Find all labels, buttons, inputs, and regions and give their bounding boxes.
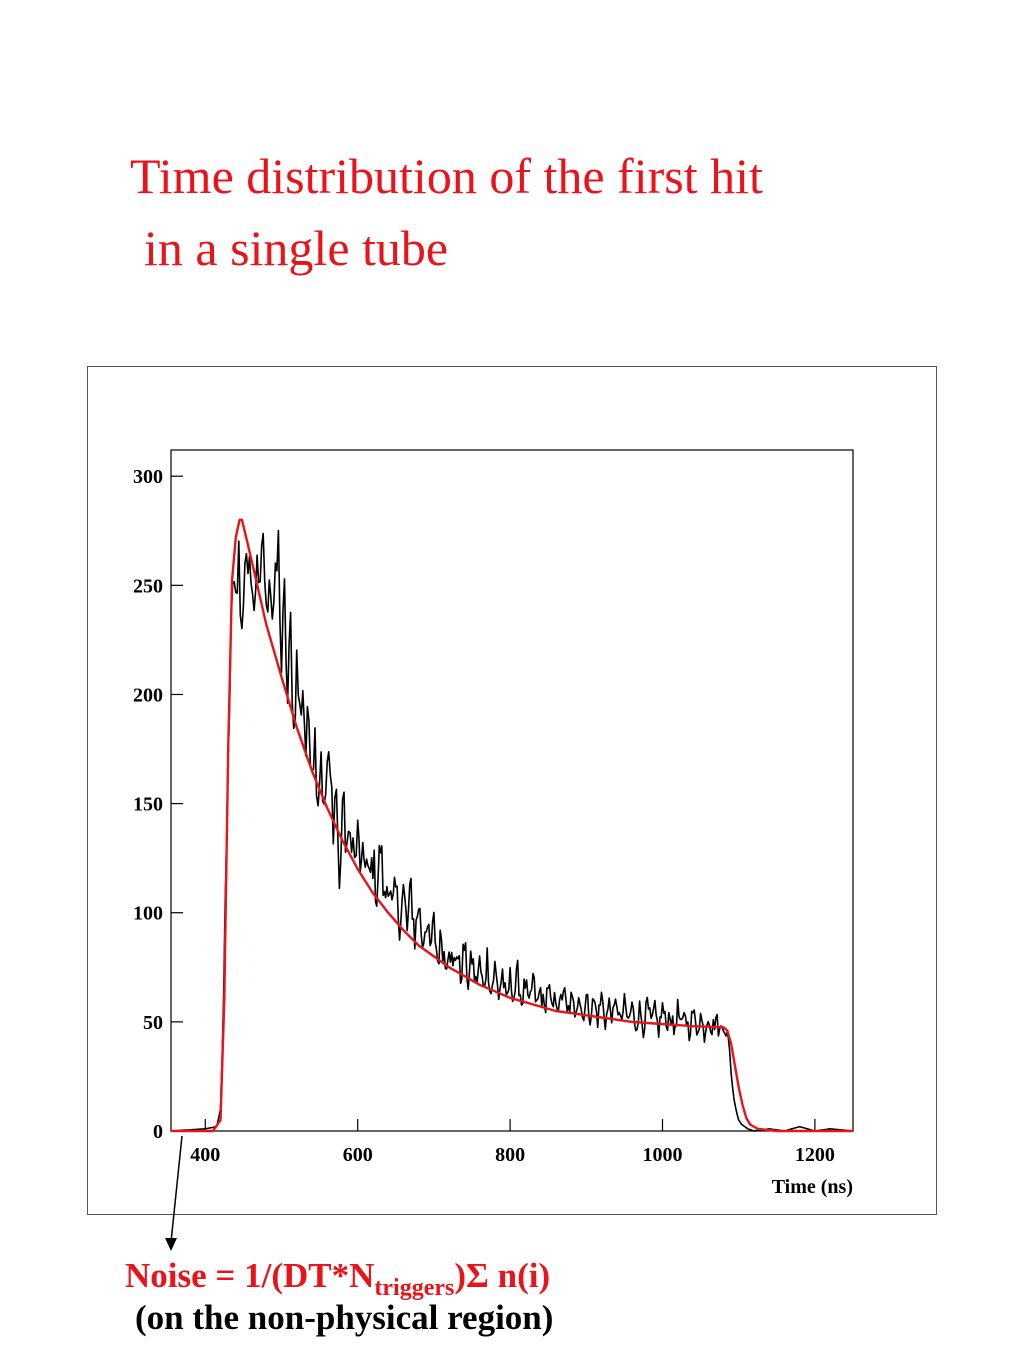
x-tick-label: 600 <box>343 1144 373 1166</box>
region-note: (on the non-physical region) <box>135 1298 554 1337</box>
histogram-series <box>170 529 854 1132</box>
title-line-2: in a single tube <box>144 220 449 276</box>
formula-prefix: Noise = 1/(DT*N <box>125 1256 375 1295</box>
x-tick-label: 1000 <box>642 1144 682 1166</box>
fit-curve <box>171 518 853 1133</box>
title-line-1: Time distribution of the first hit <box>130 148 763 204</box>
chart-frame: 0 50 100 150 200 250 300 400 600 800 1000 1200 Time… <box>87 366 937 1215</box>
y-tick-label: 100 <box>133 903 163 925</box>
axes: 0 50 100 150 200 250 300 400 600 800 1000 1200 <box>133 449 854 1166</box>
plot-area-border <box>170 449 854 1132</box>
x-tick-label: 800 <box>495 1144 525 1166</box>
y-tick-label: 50 <box>143 1012 163 1034</box>
formula-subscript: triggers <box>374 1275 455 1301</box>
x-tick-label: 400 <box>190 1144 220 1166</box>
x-axis-title: Time (ns) <box>772 1176 853 1198</box>
time-distribution-chart: 0 50 100 150 200 250 300 400 600 800 1000 1200 Time… <box>133 449 854 1198</box>
x-tick-label: 1200 <box>795 1144 835 1166</box>
y-tick-label: 0 <box>153 1121 163 1143</box>
noise-annotation: Noise = 1/(DT*Ntriggers)Σ n(i) (on the n… <box>125 1255 1005 1339</box>
y-tick-label: 150 <box>133 794 163 816</box>
series-layer <box>170 518 854 1133</box>
y-tick-label: 250 <box>133 575 163 597</box>
formula-suffix: )Σ n(i) <box>454 1256 551 1295</box>
y-tick-label: 200 <box>133 684 163 706</box>
y-tick-label: 300 <box>133 466 163 488</box>
slide-title: Time distribution of the first hit in a … <box>130 140 990 284</box>
noise-formula: Noise = 1/(DT*Ntriggers)Σ n(i) <box>125 1255 1005 1300</box>
